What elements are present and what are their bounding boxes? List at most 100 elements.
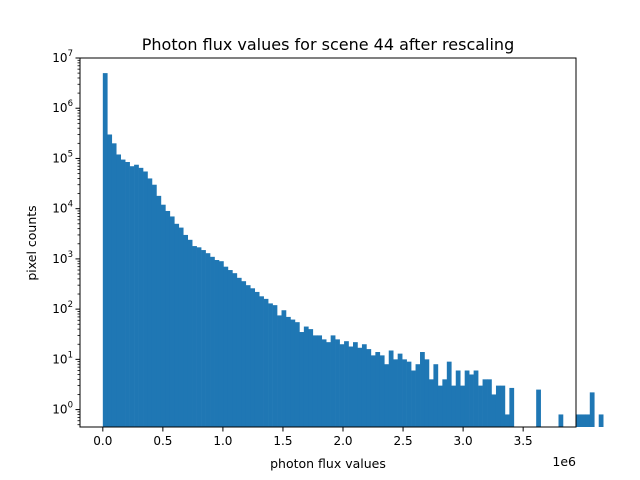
- x-tick-label: 2.0: [333, 434, 352, 448]
- histogram-bar: [388, 350, 394, 427]
- histogram-bar: [424, 359, 430, 427]
- histogram-bar: [446, 361, 452, 427]
- x-tick-label: 1.0: [213, 434, 232, 448]
- histogram-bar: [138, 167, 144, 427]
- histogram-bar: [277, 315, 282, 427]
- y-axis-label: pixel counts: [24, 205, 39, 280]
- histogram-bar: [263, 298, 269, 427]
- histogram-bar: [120, 159, 126, 427]
- histogram-bar: [299, 332, 305, 427]
- histogram-bar: [294, 322, 300, 427]
- histogram-bar: [241, 281, 247, 427]
- histogram-bar: [218, 261, 224, 427]
- histogram-bar: [143, 171, 148, 427]
- histogram-bar: [370, 355, 376, 427]
- histogram-bar: [147, 178, 153, 427]
- chart-title: Photon flux values for scene 44 after re…: [142, 35, 514, 54]
- histogram-bar: [509, 387, 515, 427]
- histogram-bar: [134, 164, 139, 428]
- histogram-bar: [487, 379, 492, 427]
- histogram-bar: [500, 385, 506, 427]
- x-tick-label: 3.0: [454, 434, 473, 448]
- histogram-bar: [384, 364, 390, 427]
- histogram-bar: [393, 359, 398, 427]
- plot-area-frame: [79, 57, 577, 428]
- histogram-bar: [402, 359, 407, 427]
- x-tick-label: 0.0: [93, 434, 112, 448]
- histogram-bar: [192, 246, 197, 427]
- histogram-bar: [335, 339, 340, 427]
- histogram-bar: [420, 352, 425, 427]
- x-axis-ticks: 0.0 0.5 1.0 1.5 2.0 2.5 3.0 3.5: [93, 427, 533, 448]
- histogram-bar: [169, 216, 175, 427]
- x-tick-label: 2.5: [394, 434, 413, 448]
- histogram-bar: [272, 305, 278, 427]
- histogram-bar: [321, 339, 327, 427]
- histogram-bar: [107, 134, 113, 428]
- histogram-bar: [353, 342, 358, 427]
- x-axis-label: photon flux values: [270, 456, 386, 471]
- histogram-bar: [558, 414, 564, 427]
- x-offset-label: 1e6: [552, 454, 576, 469]
- histogram-bar: [379, 355, 385, 427]
- histogram-bar: [285, 316, 291, 427]
- histogram-bar: [160, 204, 166, 427]
- histogram-bar: [187, 239, 193, 427]
- y-axis-ticks: 100 101 102 103 104 105 106 107: [52, 49, 80, 426]
- histogram-bar: [174, 223, 180, 427]
- histogram-bar: [303, 326, 309, 427]
- histogram-bar: [201, 250, 206, 427]
- histogram-bar: [116, 154, 121, 428]
- y-tick-label: 102: [52, 300, 73, 316]
- histogram-bar: [111, 143, 117, 427]
- histogram-bar: [442, 379, 448, 427]
- histogram-bar: [290, 319, 296, 427]
- histogram-bar: [366, 349, 372, 427]
- histogram-bar: [536, 389, 541, 427]
- histogram-bar: [397, 353, 403, 427]
- histogram-bars: [102, 73, 604, 428]
- histogram-bar: [232, 273, 238, 427]
- histogram-bar: [326, 342, 331, 427]
- histogram-bar: [210, 256, 215, 427]
- histogram-bar: [254, 291, 260, 427]
- histogram-bar: [165, 210, 171, 427]
- histogram-bar: [151, 184, 157, 427]
- histogram-bar: [357, 347, 363, 427]
- x-tick-label: 0.5: [153, 434, 172, 448]
- histogram-bar: [433, 364, 439, 427]
- histogram-bar: [478, 385, 483, 427]
- histogram-bar: [473, 370, 479, 427]
- y-tick-label: 106: [52, 99, 73, 115]
- histogram-bar: [245, 285, 251, 427]
- histogram-bar: [178, 227, 184, 427]
- histogram-bar: [460, 385, 465, 427]
- histogram-bar: [214, 260, 220, 427]
- histogram-bar: [455, 370, 461, 427]
- histogram-bar: [129, 166, 135, 428]
- histogram-bar: [428, 379, 434, 427]
- y-tick-label: 103: [52, 250, 73, 266]
- histogram-bar: [495, 385, 501, 427]
- y-tick-label: 100: [52, 401, 73, 417]
- histogram-bar: [227, 270, 233, 427]
- histogram-bar: [102, 73, 108, 428]
- histogram-bar: [580, 414, 586, 427]
- histogram-bar: [156, 195, 162, 427]
- histogram-bar: [125, 162, 130, 427]
- histogram-bar: [259, 296, 264, 427]
- x-tick-label: 3.5: [514, 434, 533, 448]
- histogram-bar: [437, 385, 443, 427]
- x-tick-label: 1.5: [273, 434, 292, 448]
- histogram-bar: [312, 335, 318, 427]
- histogram-bar: [491, 394, 497, 427]
- histogram-bar: [250, 288, 256, 427]
- histogram-bar: [589, 392, 595, 427]
- y-tick-label: 104: [52, 200, 73, 216]
- histogram-bar: [504, 414, 510, 427]
- histogram-bar: [411, 370, 416, 427]
- histogram-bar: [183, 234, 189, 427]
- histogram-bar: [469, 374, 474, 427]
- histogram-bar: [281, 310, 287, 427]
